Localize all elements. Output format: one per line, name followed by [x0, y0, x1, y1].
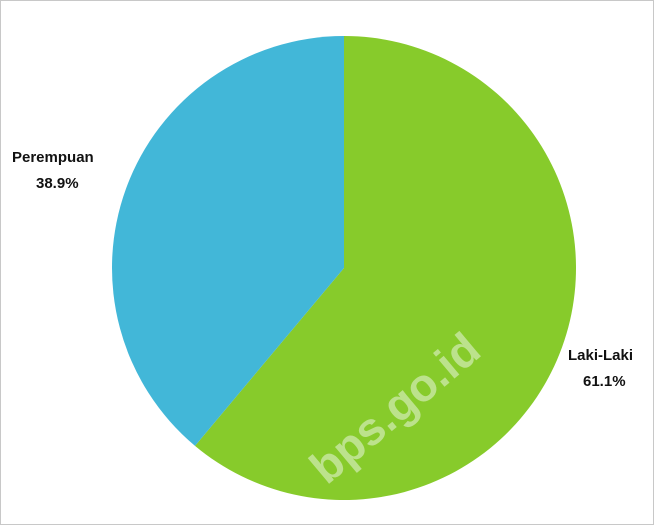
- slice-value-perempuan: 38.9%: [36, 175, 79, 192]
- pie-slices: [112, 36, 577, 500]
- slice-label-perempuan: Perempuan: [12, 149, 94, 166]
- pie-slice-laki-laki: [194, 36, 577, 500]
- slice-value-laki-laki: 61.1%: [583, 373, 626, 390]
- pie-slice-perempuan: [112, 36, 344, 446]
- slice-label-laki-laki: Laki-Laki: [568, 347, 633, 364]
